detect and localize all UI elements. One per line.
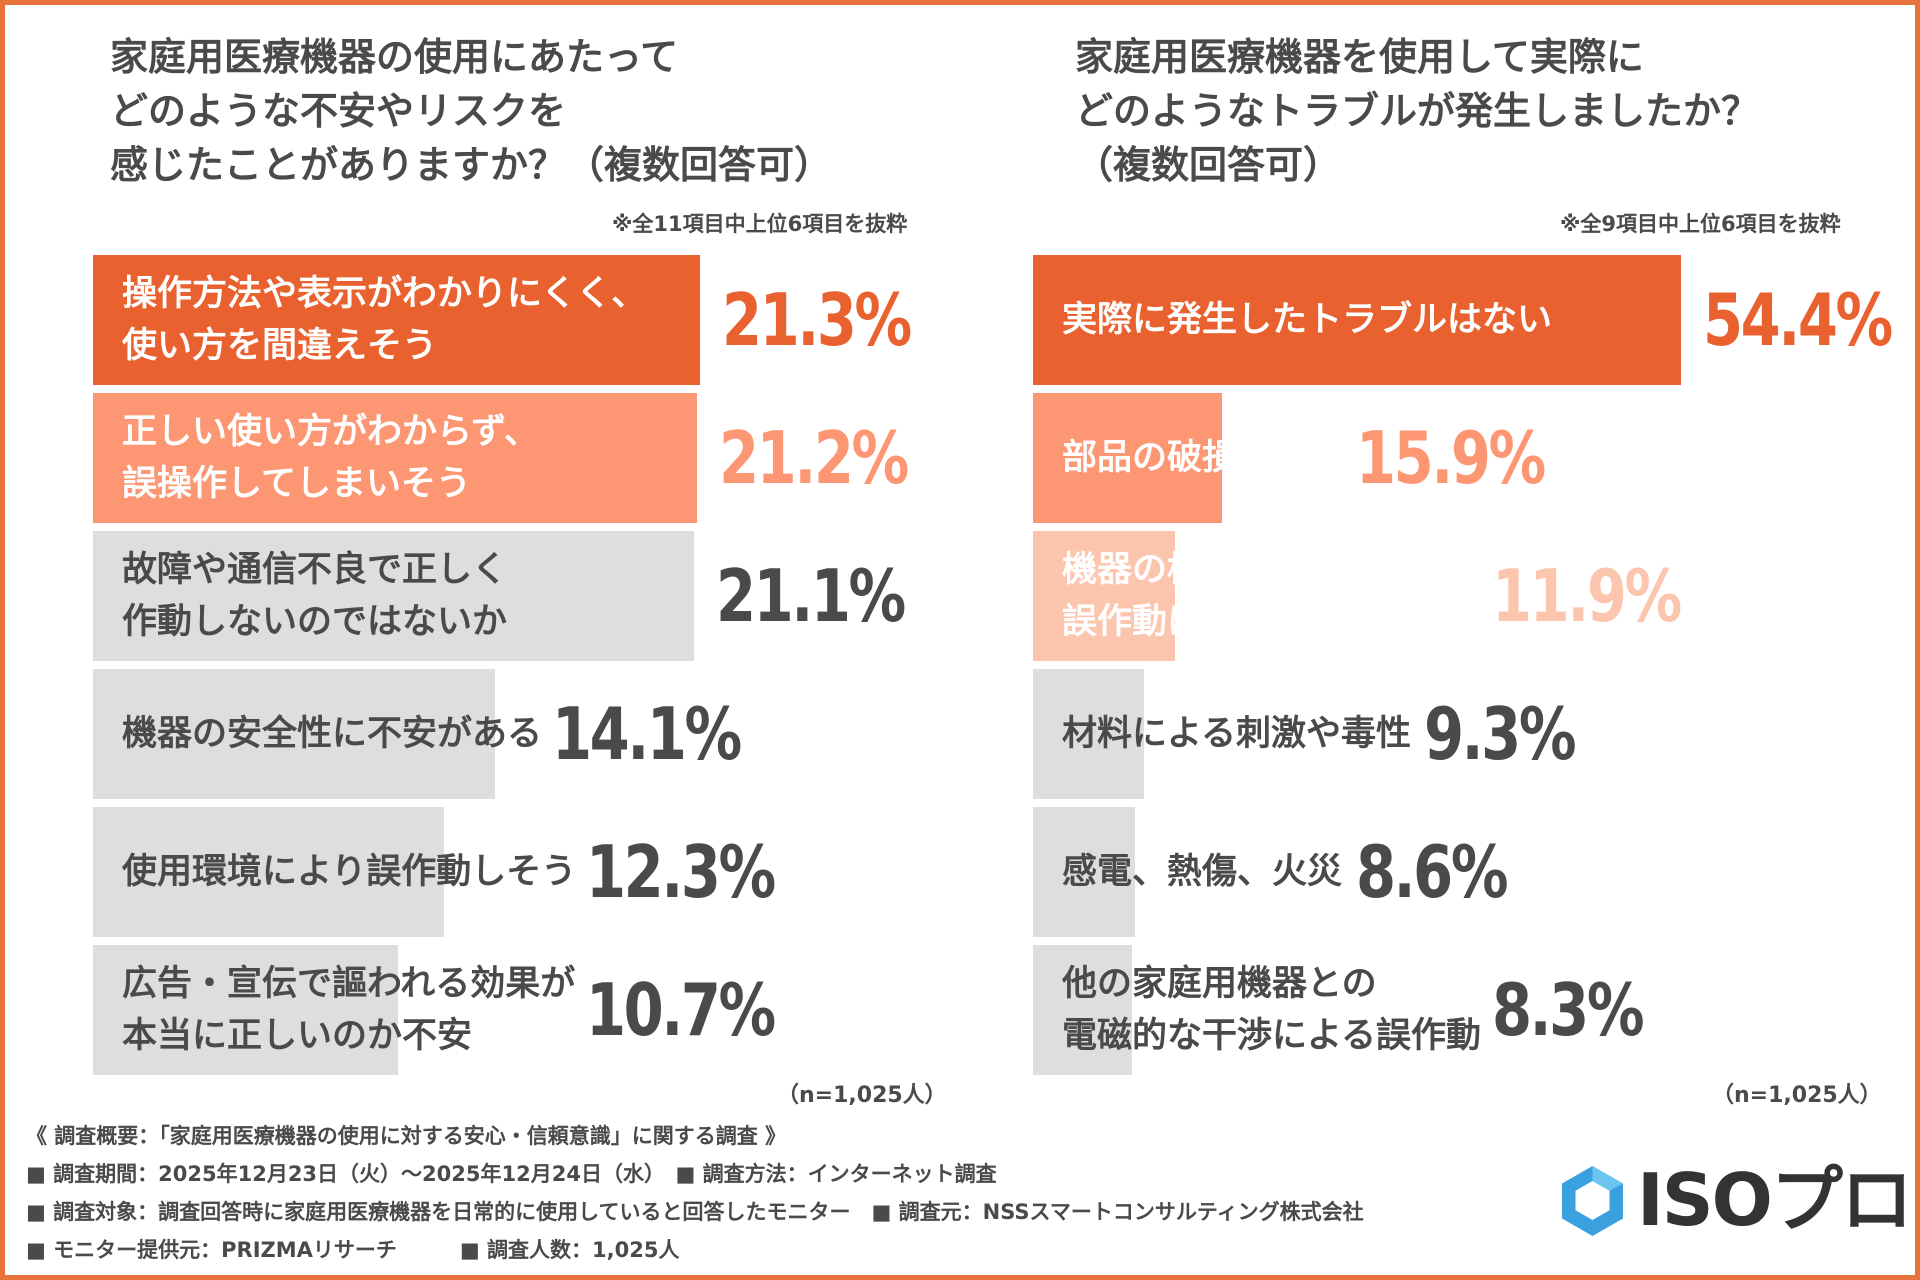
category-label-line: 正しい使い方がわからず、 [122,412,539,452]
category-label: 広告・宣伝で謳われる効果が 本当に正しいのか不安 [122,958,575,1062]
isopro-logo: ISOプロ [1555,1163,1913,1238]
category-label: 操作方法や表示がわかりにくく、 使い方を間違えそう [122,268,646,372]
left-title-line: 家庭用医療機器の使用にあたって [110,35,679,79]
left-chart-note: ※全11項目中上位6項目を抜粋 [612,212,908,236]
value-label: 12.3% [586,830,776,914]
category-label: 部品の破損や脱落 [1062,432,1342,484]
value-label: 21.1% [716,554,906,638]
bar-5 [1033,807,1135,937]
category-label: 故障や通信不良で正しく 作動しないのではないか [122,544,507,648]
left-title-line: どのような不安やリスクを [110,89,567,133]
bar-2 [1033,393,1222,523]
category-label-line: 使い方を間違えそう [122,326,438,366]
category-label: 使用環境により誤作動しそう [122,846,576,898]
category-label: 他の家庭用機器との電磁的な干渉による誤作動 [1062,958,1481,1062]
bar-4 [93,669,495,799]
value-label: 21.3% [722,278,912,362]
category-label-line: 実際に発生したトラブルはない [1062,300,1553,340]
right-chart-note: ※全9項目中上位6項目を抜粋 [1560,212,1841,236]
category-label: 実際に発生したトラブルはない [1062,294,1552,346]
category-label-line: 使用環境により誤作動しそう [122,852,577,892]
category-label: 正しい使い方がわからず、 誤操作してしまいそう [122,406,539,510]
category-label-line: 誤操作してしまいそう [122,464,471,504]
bar-6 [93,945,398,1075]
category-label-line: 故障や通信不良で正しく [122,550,508,590]
value-label: 54.4% [1703,278,1893,362]
survey-detail-line: ■ 調査対象：調査回答時に家庭用医療機器を日常的に使用していると回答したモニター… [26,1200,1364,1224]
survey-detail-line: ■ モニター提供元：PRIZMAリサーチ ■ 調査人数：1,025人 [26,1238,680,1262]
category-label-line: 電磁的な干渉による誤作動 [1062,1016,1481,1056]
logo-text: ISOプロ [1637,1158,1913,1242]
category-label-line: 本当に正しいのか不安 [122,1016,473,1056]
bar-1 [1033,255,1681,385]
value-label: 8.3% [1492,968,1645,1052]
bar-3 [93,531,694,661]
value-label: 8.6% [1356,830,1509,914]
category-label: 機器の安全性に不安がある [122,708,542,760]
right-sample-size: （n=1,025人） [1712,1083,1882,1108]
value-label: 10.7% [586,968,776,1052]
bar-5 [93,807,444,937]
value-label: 15.9% [1356,416,1546,500]
survey-overview: 《 調査概要：「家庭用医療機器の使用に対する安心・信頼意識」に関する調査 》 [26,1124,787,1148]
left-title-line: 感じたことがありますか？（複数回答可） [110,143,833,187]
value-label: 9.3% [1424,692,1577,776]
hexagon-logo-icon [1562,1166,1623,1236]
category-label-line: 部品の破損や脱落 [1062,438,1343,478]
category-label: 材料による刺激や毒性 [1062,708,1411,760]
right-title-line: 家庭用医療機器を使用して実際に [1075,35,1644,79]
survey-detail-line: ■ 調査期間：2025年12月23日（火）〜2025年12月24日（水） ■ 調… [26,1162,997,1186]
right-title-line: （複数回答可） [1075,143,1342,187]
category-label-line: 誤作動による物理的な傷害 [1062,602,1481,642]
bar-6 [1033,945,1132,1075]
left-sample-size: （n=1,025人） [777,1083,947,1108]
bar-3 [1033,531,1175,661]
category-label: 感電、熱傷、火災 [1062,846,1342,898]
category-label: 機器の構造上の欠陥や誤作動による物理的な傷害 [1062,544,1481,648]
category-label-line: 操作方法や表示がわかりにくく、 [122,274,647,314]
category-label-line: 他の家庭用機器との [1062,964,1377,1004]
category-label-line: 感電、熱傷、火災 [1062,852,1343,892]
category-label-line: 広告・宣伝で謳われる効果が [122,964,576,1004]
right-chart-title: 家庭用医療機器を使用して実際に どのようなトラブルが発生しましたか？ （複数回答… [1075,30,1759,192]
value-label: 14.1% [552,692,742,776]
value-label: 21.2% [719,416,909,500]
right-title-line: どのようなトラブルが発生しましたか？ [1075,89,1760,133]
category-label-line: 機器の安全性に不安がある [122,714,543,754]
bar-2 [93,393,697,523]
bar-4 [1033,669,1144,799]
value-label: 11.9% [1492,554,1682,638]
left-chart-title: 家庭用医療機器の使用にあたって どのような不安やリスクを 感じたことがありますか… [110,30,832,192]
bar-1 [93,255,700,385]
category-label-line: 材料による刺激や毒性 [1062,714,1411,754]
category-label-line: 作動しないのではないか [122,602,508,642]
category-label-line: 機器の構造上の欠陥や [1062,550,1413,590]
